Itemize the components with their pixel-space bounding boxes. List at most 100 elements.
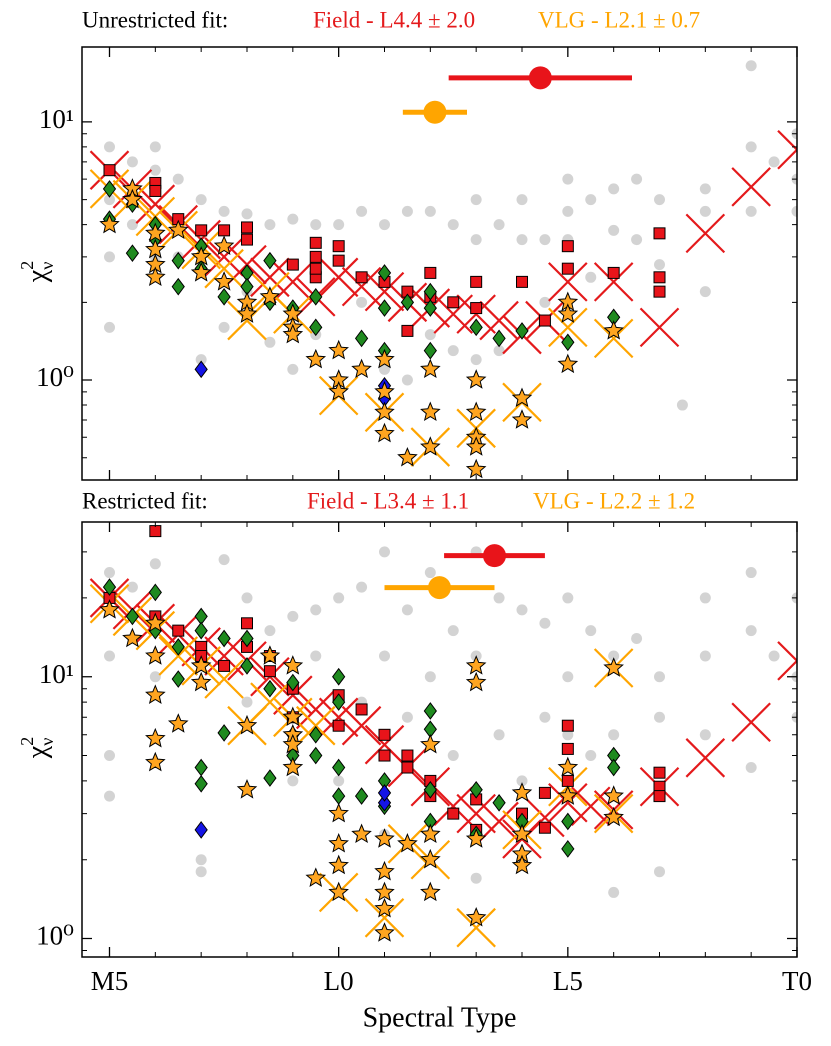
square-point xyxy=(378,749,391,762)
background-point xyxy=(745,762,757,774)
background-point xyxy=(149,164,161,176)
diamond-point xyxy=(217,724,231,742)
square-point xyxy=(561,262,574,275)
fit-annotation: VLG - L2.2 ± 1.2 xyxy=(533,488,695,513)
star-point xyxy=(511,387,533,407)
median-cross xyxy=(204,659,244,699)
diamond-point xyxy=(354,787,369,805)
median-cross xyxy=(777,129,797,170)
square-point xyxy=(538,821,551,834)
background-point xyxy=(493,219,505,231)
background-point xyxy=(791,205,797,217)
star-point xyxy=(374,422,395,443)
median-cross xyxy=(777,641,797,681)
fit-annotation: Field - L4.4 ± 2.0 xyxy=(313,7,475,32)
star-point xyxy=(213,235,235,255)
star-point xyxy=(557,756,579,777)
background-point xyxy=(608,224,620,236)
diamond-point xyxy=(309,725,323,744)
star-point xyxy=(465,671,487,692)
square-point xyxy=(561,719,574,732)
diamond-point xyxy=(423,780,437,799)
square-point xyxy=(607,266,620,279)
background-point xyxy=(768,650,780,662)
background-point xyxy=(424,329,436,341)
square-point xyxy=(355,703,368,716)
background-point xyxy=(699,286,711,298)
background-point xyxy=(104,141,115,153)
star-point xyxy=(282,323,304,344)
square-point xyxy=(309,262,322,275)
square-point xyxy=(653,285,666,298)
background-point xyxy=(379,363,390,375)
star-point xyxy=(465,655,487,675)
star-point xyxy=(420,358,441,379)
background-point xyxy=(516,234,528,246)
median-cross xyxy=(273,675,313,715)
square-point xyxy=(241,221,253,234)
median-cross xyxy=(250,257,290,298)
square-point xyxy=(332,240,345,253)
y-label-sub: ν xyxy=(37,262,57,270)
median-cross xyxy=(204,636,244,676)
background-point xyxy=(287,775,299,787)
star-point xyxy=(420,881,441,902)
star-point xyxy=(465,828,487,848)
star-point xyxy=(374,881,395,902)
star-point xyxy=(465,369,487,389)
background-point xyxy=(608,183,620,195)
star-point xyxy=(305,867,327,887)
background-point xyxy=(654,866,665,878)
star-point xyxy=(465,458,487,479)
background-point xyxy=(654,194,665,206)
square-point xyxy=(470,275,483,288)
background-point xyxy=(310,650,322,662)
background-point xyxy=(745,625,757,637)
diamond-point xyxy=(217,629,231,648)
background-point xyxy=(447,750,459,762)
square-point xyxy=(309,250,322,263)
background-point xyxy=(654,711,665,723)
background-point xyxy=(218,321,230,333)
diamond-point xyxy=(354,329,369,348)
median-cross xyxy=(731,167,771,207)
y-axis-label: χ2ν xyxy=(17,737,57,759)
background-point xyxy=(333,592,345,604)
background-point xyxy=(104,790,115,802)
background-point xyxy=(218,205,230,217)
background-point xyxy=(699,592,711,604)
median-cross xyxy=(341,705,382,746)
star-point xyxy=(511,854,533,875)
square-point xyxy=(149,184,162,197)
background-point xyxy=(310,604,322,616)
background-point xyxy=(631,632,643,644)
star-point xyxy=(282,733,304,754)
star-point xyxy=(145,727,166,748)
fit-point xyxy=(528,66,552,90)
median-cross xyxy=(227,300,267,341)
star-point xyxy=(374,380,395,401)
background-point xyxy=(241,592,253,604)
square-point xyxy=(172,624,185,637)
background-point xyxy=(310,219,322,231)
square-point xyxy=(424,266,437,279)
background-point xyxy=(562,729,574,741)
diamond-point xyxy=(171,251,185,270)
fit-annotation: Field - L3.4 ± 1.1 xyxy=(307,488,469,513)
median-cross xyxy=(433,786,474,827)
star-point xyxy=(328,339,349,360)
median-cross xyxy=(456,907,496,948)
background-point xyxy=(562,205,574,217)
median-cross xyxy=(318,697,359,738)
background-point xyxy=(470,234,482,246)
background-point xyxy=(333,775,345,787)
median-cross xyxy=(685,738,726,778)
square-point xyxy=(401,324,414,337)
x-tick-label: L5 xyxy=(553,966,583,996)
square-point xyxy=(653,766,666,779)
background-point xyxy=(424,567,436,579)
background-point xyxy=(562,671,574,683)
background-point xyxy=(699,205,711,217)
star-point xyxy=(511,823,533,844)
background-point xyxy=(516,194,528,206)
